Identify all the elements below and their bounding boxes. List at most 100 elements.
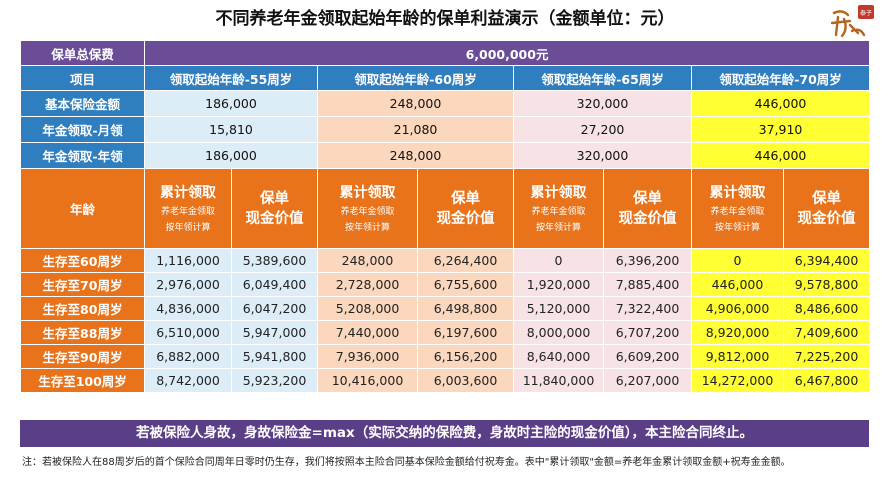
row-label: 生存至88周岁 bbox=[20, 320, 145, 345]
cell: 6,264,400 bbox=[417, 248, 514, 273]
annuity-monthly-label: 年金领取-月领 bbox=[20, 116, 145, 143]
col-header-55: 领取起始年龄-55周岁 bbox=[144, 65, 318, 91]
cum-header-65: 累计领取 养老年金领取 按年领计算 bbox=[513, 168, 604, 249]
cell: 7,225,200 bbox=[782, 344, 871, 369]
cash-line1: 保单 bbox=[451, 190, 480, 207]
cell: 5,923,200 bbox=[231, 368, 318, 393]
cell: 8,920,000 bbox=[691, 320, 784, 345]
cell: 6,003,600 bbox=[417, 368, 514, 393]
row-label: 生存至70周岁 bbox=[20, 272, 145, 297]
cell: 5,389,600 bbox=[231, 248, 318, 273]
cell: 5,941,800 bbox=[231, 344, 318, 369]
item-label: 项目 bbox=[20, 65, 145, 91]
cash-line2: 现金价值 bbox=[618, 210, 677, 227]
cash-header-55: 保单 现金价值 bbox=[231, 168, 318, 249]
svg-text:泰子: 泰子 bbox=[860, 9, 872, 17]
col-header-65: 领取起始年龄-65周岁 bbox=[513, 65, 692, 91]
cell: 7,936,000 bbox=[317, 344, 418, 369]
cash-line2: 现金价值 bbox=[436, 210, 495, 227]
annuity-monthly-row: 年金领取-月领 15,810 21,080 27,200 37,910 bbox=[20, 116, 871, 143]
cash-line2: 现金价值 bbox=[245, 210, 304, 227]
item-header-row: 项目 领取起始年龄-55周岁 领取起始年龄-60周岁 领取起始年龄-65周岁 领… bbox=[20, 65, 871, 91]
cash-line1: 保单 bbox=[633, 190, 662, 207]
cell: 6,755,600 bbox=[417, 272, 514, 297]
row-label: 生存至60周岁 bbox=[20, 248, 145, 273]
cum-sub2: 按年领计算 bbox=[344, 222, 390, 233]
cell: 4,906,000 bbox=[691, 296, 784, 321]
cum-sub2: 按年领计算 bbox=[535, 222, 581, 233]
cell: 0 bbox=[513, 248, 604, 273]
logo-seal-icon: 泰子 bbox=[830, 5, 874, 38]
cell: 1,920,000 bbox=[513, 272, 604, 297]
cum-title: 累计领取 bbox=[530, 184, 587, 201]
cell: 8,742,000 bbox=[144, 368, 232, 393]
cum-title: 累计领取 bbox=[709, 184, 766, 201]
cum-sub2: 按年领计算 bbox=[165, 222, 211, 233]
col-header-60: 领取起始年龄-60周岁 bbox=[317, 65, 514, 91]
cell: 7,409,600 bbox=[782, 320, 871, 345]
cell: 6,197,600 bbox=[417, 320, 514, 345]
cell: 5,947,000 bbox=[231, 320, 318, 345]
cell: 6,047,200 bbox=[231, 296, 318, 321]
cell: 6,510,000 bbox=[144, 320, 232, 345]
annuity-monthly-60: 21,080 bbox=[317, 116, 514, 143]
cell: 0 bbox=[691, 248, 784, 273]
cell: 6,707,200 bbox=[603, 320, 692, 345]
annuity-yearly-label: 年金领取-年领 bbox=[20, 142, 145, 169]
cell: 5,208,000 bbox=[317, 296, 418, 321]
cum-sub1: 养老年金领取 bbox=[531, 206, 586, 217]
table-row: 生存至88周岁 6,510,000 5,947,000 7,440,000 6,… bbox=[20, 320, 871, 345]
cell: 6,207,000 bbox=[603, 368, 692, 393]
cell: 6,467,800 bbox=[782, 368, 871, 393]
cell: 5,120,000 bbox=[513, 296, 604, 321]
cell: 11,840,000 bbox=[513, 368, 604, 393]
annuity-monthly-65: 27,200 bbox=[513, 116, 692, 143]
footnote: 注：若被保险人在88周岁后的首个保险合同周年日零时仍生存，我们将按照本主险合同基… bbox=[22, 457, 791, 468]
cum-sub1: 养老年金领取 bbox=[160, 206, 215, 217]
cell: 2,976,000 bbox=[144, 272, 232, 297]
cash-header-60: 保单 现金价值 bbox=[417, 168, 514, 249]
annuity-monthly-55: 15,810 bbox=[144, 116, 318, 143]
row-label: 生存至80周岁 bbox=[20, 296, 145, 321]
cum-title: 累计领取 bbox=[160, 184, 216, 201]
page-title: 不同养老年金领取起始年龄的保单利益演示（金额单位：元） bbox=[215, 9, 675, 29]
cell: 9,578,800 bbox=[782, 272, 871, 297]
benefit-table: 保单总保费 6,000,000元 项目 领取起始年龄-55周岁 领取起始年龄-6… bbox=[20, 40, 871, 393]
cell: 6,049,400 bbox=[231, 272, 318, 297]
cash-line2: 现金价值 bbox=[797, 210, 856, 227]
annuity-yearly-65: 320,000 bbox=[513, 142, 692, 169]
basic-amount-55: 186,000 bbox=[144, 90, 318, 117]
cell: 4,836,000 bbox=[144, 296, 232, 321]
basic-amount-60: 248,000 bbox=[317, 90, 514, 117]
cell: 7,440,000 bbox=[317, 320, 418, 345]
annuity-yearly-60: 248,000 bbox=[317, 142, 514, 169]
cell: 2,728,000 bbox=[317, 272, 418, 297]
cash-line1: 保单 bbox=[812, 190, 841, 207]
annuity-monthly-70: 37,910 bbox=[690, 116, 871, 143]
table-row: 生存至70周岁 2,976,000 6,049,400 2,728,000 6,… bbox=[20, 272, 871, 297]
cum-title: 累计领取 bbox=[339, 184, 396, 201]
cell: 6,396,200 bbox=[603, 248, 692, 273]
annuity-yearly-55: 186,000 bbox=[144, 142, 318, 169]
cell: 7,885,400 bbox=[603, 272, 692, 297]
basic-amount-70: 446,000 bbox=[690, 90, 871, 117]
death-benefit-bar: 若被保险人身故，身故保险金=max（实际交纳的保险费，身故时主险的现金价值），本… bbox=[20, 420, 869, 447]
row-label: 生存至100周岁 bbox=[20, 368, 145, 393]
total-premium-label: 保单总保费 bbox=[20, 40, 145, 66]
cell: 446,000 bbox=[691, 272, 784, 297]
basic-amount-row: 基本保险金额 186,000 248,000 320,000 446,000 bbox=[20, 90, 871, 117]
row-label: 生存至90周岁 bbox=[20, 344, 145, 369]
col-header-70: 领取起始年龄-70周岁 bbox=[690, 65, 871, 91]
cell: 8,000,000 bbox=[513, 320, 604, 345]
cell: 7,322,400 bbox=[603, 296, 692, 321]
cell: 9,812,000 bbox=[691, 344, 784, 369]
cell: 14,272,000 bbox=[691, 368, 784, 393]
cum-sub1: 养老年金领取 bbox=[710, 206, 765, 217]
cum-header-55: 累计领取 养老年金领取 按年领计算 bbox=[144, 168, 232, 249]
annuity-yearly-70: 446,000 bbox=[690, 142, 871, 169]
table-row: 生存至90周岁 6,882,000 5,941,800 7,936,000 6,… bbox=[20, 344, 871, 369]
total-premium-row: 保单总保费 6,000,000元 bbox=[20, 40, 871, 66]
cell: 8,640,000 bbox=[513, 344, 604, 369]
cell: 8,486,600 bbox=[782, 296, 871, 321]
cash-header-70: 保单 现金价值 bbox=[782, 168, 871, 249]
